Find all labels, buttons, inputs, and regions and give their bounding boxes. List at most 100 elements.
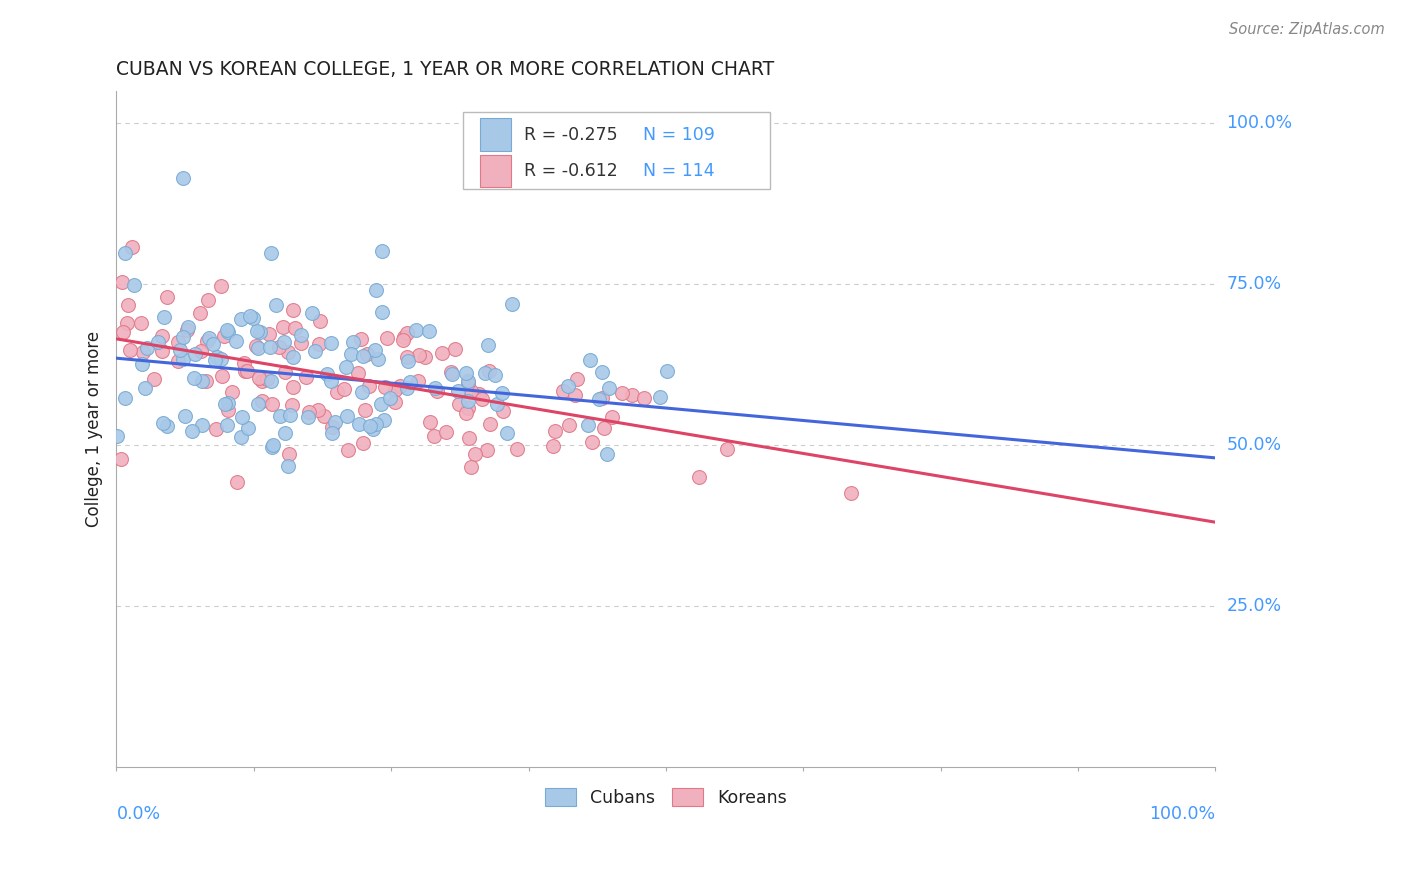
Point <box>454 406 477 420</box>
Point <box>262 440 284 454</box>
Point <box>370 397 392 411</box>
Point <box>181 425 204 439</box>
Point <box>384 384 406 398</box>
Point <box>172 330 194 344</box>
Point <box>211 368 233 383</box>
Point <box>633 392 655 406</box>
Point <box>308 337 330 351</box>
Point <box>209 352 232 367</box>
Text: 100.0%: 100.0% <box>1149 805 1215 823</box>
Point <box>340 347 363 361</box>
Point <box>595 447 617 461</box>
Point <box>284 321 307 335</box>
Point <box>290 336 312 351</box>
Text: CUBAN VS KOREAN COLLEGE, 1 YEAR OR MORE CORRELATION CHART: CUBAN VS KOREAN COLLEGE, 1 YEAR OR MORE … <box>117 60 775 78</box>
Point <box>446 384 468 398</box>
Point <box>392 333 415 347</box>
Point <box>579 352 602 367</box>
Point <box>290 328 312 343</box>
Point <box>496 426 519 441</box>
Point <box>441 368 464 382</box>
Point <box>477 443 499 458</box>
Point <box>259 246 281 260</box>
Legend: Cubans, Koreans: Cubans, Koreans <box>540 783 793 812</box>
Point <box>277 447 299 461</box>
Point <box>262 397 284 411</box>
Point <box>478 364 501 378</box>
Point <box>214 397 236 411</box>
Point <box>576 418 599 433</box>
Point <box>301 306 323 320</box>
Point <box>217 396 239 410</box>
Point <box>337 443 360 458</box>
Bar <box>481 119 510 151</box>
Point <box>377 331 399 345</box>
Point <box>323 415 346 429</box>
Point <box>273 334 295 349</box>
Point <box>485 397 508 411</box>
Point <box>309 314 332 328</box>
Point <box>454 367 477 381</box>
Point <box>396 354 419 368</box>
Point <box>350 332 373 346</box>
Point <box>204 352 226 367</box>
Point <box>460 460 482 475</box>
Point <box>277 459 299 474</box>
Point <box>135 342 157 356</box>
Point <box>468 387 491 401</box>
Point <box>600 410 623 425</box>
Point <box>405 323 427 337</box>
Point <box>841 486 863 500</box>
Point <box>198 331 221 345</box>
Point <box>172 352 194 367</box>
Point <box>394 330 416 344</box>
Point <box>262 438 284 452</box>
Point <box>422 428 444 442</box>
Point <box>298 405 321 419</box>
Point <box>176 323 198 337</box>
Point <box>432 346 454 360</box>
Point <box>591 391 613 405</box>
Point <box>610 385 633 400</box>
Point <box>209 279 232 293</box>
Point <box>197 293 219 307</box>
Point <box>245 339 267 353</box>
Point <box>492 404 515 418</box>
Point <box>247 397 270 411</box>
Point <box>304 344 326 359</box>
Text: 0.0%: 0.0% <box>117 805 160 823</box>
Point <box>110 451 132 466</box>
Point <box>271 319 294 334</box>
Bar <box>481 155 510 187</box>
Point <box>269 409 291 423</box>
Point <box>225 334 247 349</box>
Point <box>558 417 581 432</box>
Text: Source: ZipAtlas.com: Source: ZipAtlas.com <box>1229 22 1385 37</box>
Point <box>384 395 406 409</box>
Point <box>236 420 259 434</box>
Point <box>464 447 486 461</box>
Point <box>114 392 136 406</box>
Point <box>191 375 214 389</box>
Point <box>221 385 243 400</box>
Point <box>319 336 342 351</box>
Point <box>188 306 211 320</box>
Point <box>131 316 153 330</box>
Point <box>373 413 395 427</box>
Point <box>321 374 343 388</box>
Point <box>395 326 418 340</box>
Text: N = 114: N = 114 <box>643 162 714 180</box>
Point <box>281 380 304 394</box>
Point <box>352 435 374 450</box>
Point <box>257 327 280 342</box>
Point <box>207 350 229 364</box>
Point <box>620 388 643 402</box>
Text: 75.0%: 75.0% <box>1226 276 1282 293</box>
Point <box>352 349 374 363</box>
Point <box>395 350 418 364</box>
Point <box>406 374 429 388</box>
Point <box>226 475 249 489</box>
Point <box>173 409 195 423</box>
Point <box>374 380 396 394</box>
Point <box>399 375 422 389</box>
